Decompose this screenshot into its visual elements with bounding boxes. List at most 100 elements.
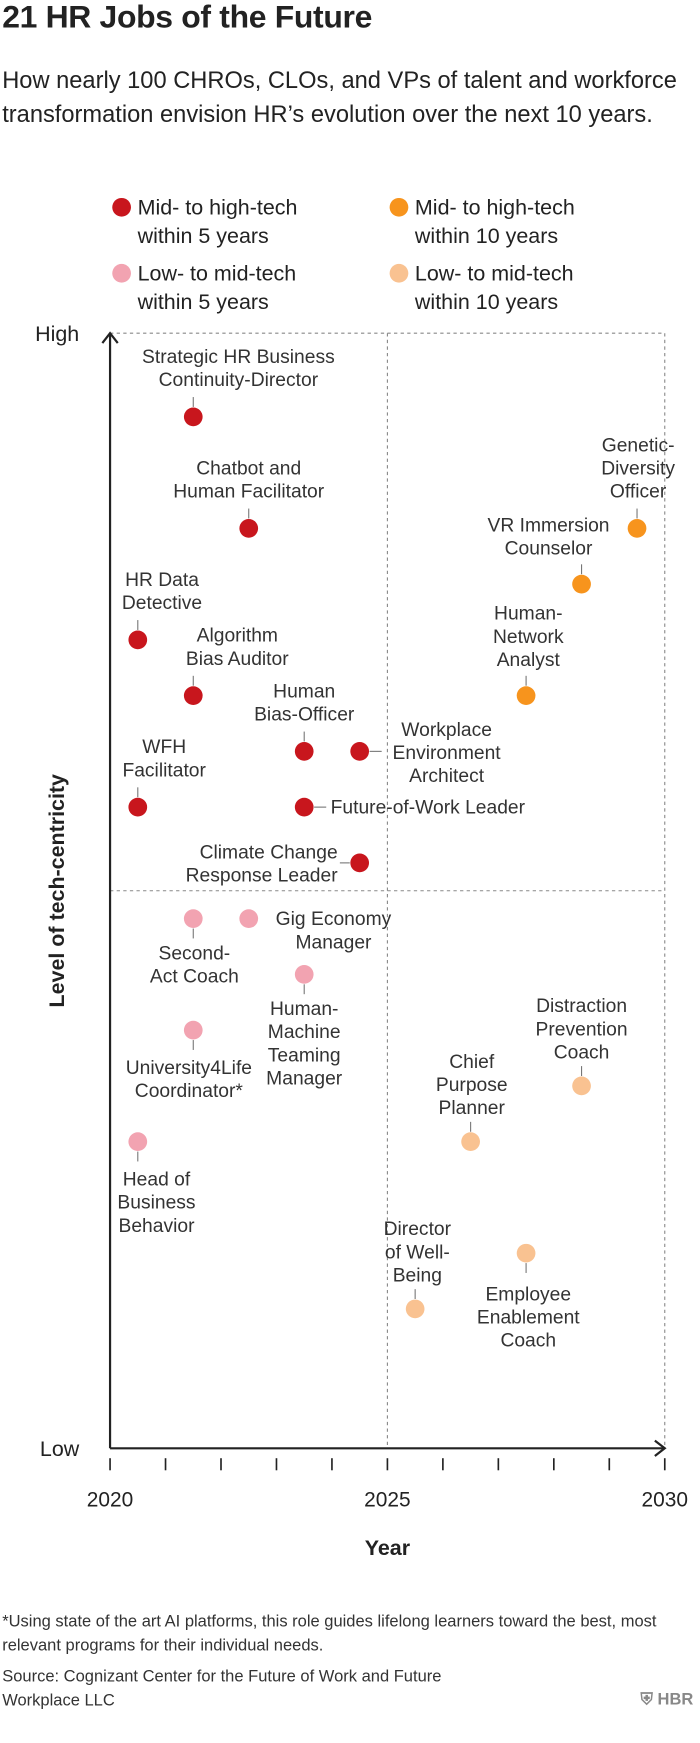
- point-label: Genetic-Diversity Officer: [601, 435, 675, 502]
- point-label-line: Bias-Officer: [254, 705, 355, 726]
- footnote: *Using state of the art AI platforms, th…: [2, 1612, 657, 1656]
- point-label-line: Being: [393, 1265, 442, 1286]
- point-label-line: Network: [493, 627, 564, 648]
- point-label-line: Future-of-Work Leader: [331, 798, 526, 819]
- point-label-line: Continuity-Director: [159, 370, 319, 391]
- point-label-line: Planner: [439, 1098, 506, 1119]
- point: [239, 909, 259, 928]
- point: [572, 574, 591, 594]
- point-label-line: Chief: [449, 1052, 495, 1073]
- point-label: Workplace Environment Architect: [393, 720, 502, 787]
- point-label-line: Diversity: [601, 458, 675, 479]
- point-label-line: VR Immersion: [488, 515, 610, 536]
- point-label-line: Officer: [610, 482, 667, 503]
- point-label-line: Climate Change: [200, 842, 338, 863]
- point-label-line: Gig Economy: [276, 909, 392, 930]
- point-label-line: University4Life: [126, 1058, 252, 1079]
- legend-label: Low- to mid-tech within 10 years: [414, 261, 574, 315]
- point-label-line: Coach: [554, 1042, 610, 1063]
- point: [183, 1020, 203, 1040]
- x-axis-arrow: [654, 1439, 667, 1457]
- legend-marker: [112, 197, 131, 217]
- point-label: Human-Machine Teaming Manager: [266, 999, 343, 1089]
- y-tick-label: Low: [40, 1437, 80, 1461]
- chart-subtitle: How nearly 100 CHROs, CLOs, and VPs of t…: [2, 67, 677, 128]
- point-label-line: Counselor: [505, 538, 593, 559]
- point-label-line: Response Leader: [186, 866, 339, 887]
- point-label-line: Human-: [494, 604, 562, 625]
- point-label-line: Facilitator: [122, 760, 206, 781]
- point-label-line: Machine: [268, 1022, 341, 1043]
- point-label: Chatbot and Human Facilitator: [173, 458, 324, 502]
- point-label: Head of Business Behavior: [117, 1170, 195, 1237]
- point: [239, 519, 259, 538]
- point-label-line: Genetic-: [602, 435, 675, 456]
- point: [350, 853, 370, 873]
- point: [516, 686, 536, 705]
- point-label-line: Architect: [409, 766, 485, 787]
- point-label-line: Manager: [266, 1068, 343, 1089]
- point-label-line: Distraction: [536, 996, 627, 1017]
- legend-label: Low- to mid-tech within 5 years: [137, 261, 297, 315]
- point-label-line: Chatbot and: [196, 458, 301, 479]
- point: [294, 797, 314, 817]
- point-label: WFH Facilitator: [122, 737, 206, 781]
- point-label-line: Behavior: [118, 1216, 195, 1237]
- point-label-line: Teaming: [268, 1045, 341, 1066]
- point-label-line: Environment: [393, 743, 502, 764]
- point: [128, 1132, 148, 1152]
- point: [572, 1076, 591, 1096]
- point-label: Employee Enablement Coach: [477, 1284, 580, 1351]
- y-axis-title: Level of tech-centricity: [45, 774, 69, 1007]
- point-label-line: Human-: [270, 999, 338, 1020]
- point-label-line: Workplace: [401, 720, 492, 741]
- point-label: Human-Network Analyst: [493, 604, 564, 671]
- point-label: Human Bias-Officer: [254, 681, 355, 725]
- point-label-line: Second-: [158, 943, 230, 964]
- point-label: Strategic HR Business Continuity-Director: [142, 347, 335, 391]
- point: [294, 965, 314, 984]
- point: [294, 742, 314, 761]
- publisher: HBR: [657, 1690, 694, 1709]
- point-label-line: HR Data: [125, 570, 199, 591]
- x-axis-title: Year: [365, 1536, 411, 1560]
- point-label: Future-of-Work Leader: [331, 798, 526, 819]
- point-label: University4Life Coordinator*: [126, 1058, 252, 1102]
- legend-label: Mid- to high-tech within 5 years: [137, 195, 298, 249]
- x-tick-label: 2020: [87, 1489, 134, 1512]
- point: [183, 686, 203, 705]
- point-label-line: Human Facilitator: [173, 482, 324, 503]
- point: [461, 1132, 480, 1152]
- point-label-line: Strategic HR Business: [142, 347, 335, 368]
- point-label-line: WFH: [142, 737, 186, 758]
- point: [627, 519, 647, 538]
- point-label-line: Prevention: [536, 1019, 628, 1040]
- legend-marker: [112, 263, 131, 283]
- x-tick-label: 2030: [642, 1489, 689, 1512]
- legend-marker: [389, 263, 409, 283]
- point-label-line: Algorithm: [197, 626, 278, 647]
- point: [516, 1243, 536, 1263]
- legend-marker: [389, 197, 409, 217]
- point-label: HR Data Detective: [122, 570, 202, 614]
- point: [183, 407, 203, 427]
- point-label: Algorithm Bias Auditor: [186, 626, 289, 670]
- point-label-line: Bias Auditor: [186, 649, 289, 670]
- point-label: Distraction Prevention Coach: [536, 996, 628, 1063]
- point-label: Gig Economy Manager: [276, 909, 392, 953]
- point: [128, 797, 148, 817]
- point-label-line: Head of: [123, 1170, 191, 1191]
- point-label-line: Act Coach: [150, 966, 239, 987]
- point-label-line: Human: [273, 681, 335, 702]
- point-label-line: of Well-: [385, 1242, 450, 1263]
- point-label-line: Analyst: [497, 650, 561, 671]
- point-label-line: Manager: [295, 932, 372, 953]
- publisher-logo: ⛨ HBR: [640, 1690, 694, 1709]
- point: [128, 630, 148, 650]
- point-label: VR Immersion Counselor: [488, 515, 610, 559]
- point-label: Second-Act Coach: [150, 943, 239, 987]
- point-label-line: Employee: [485, 1284, 571, 1305]
- point: [183, 909, 203, 928]
